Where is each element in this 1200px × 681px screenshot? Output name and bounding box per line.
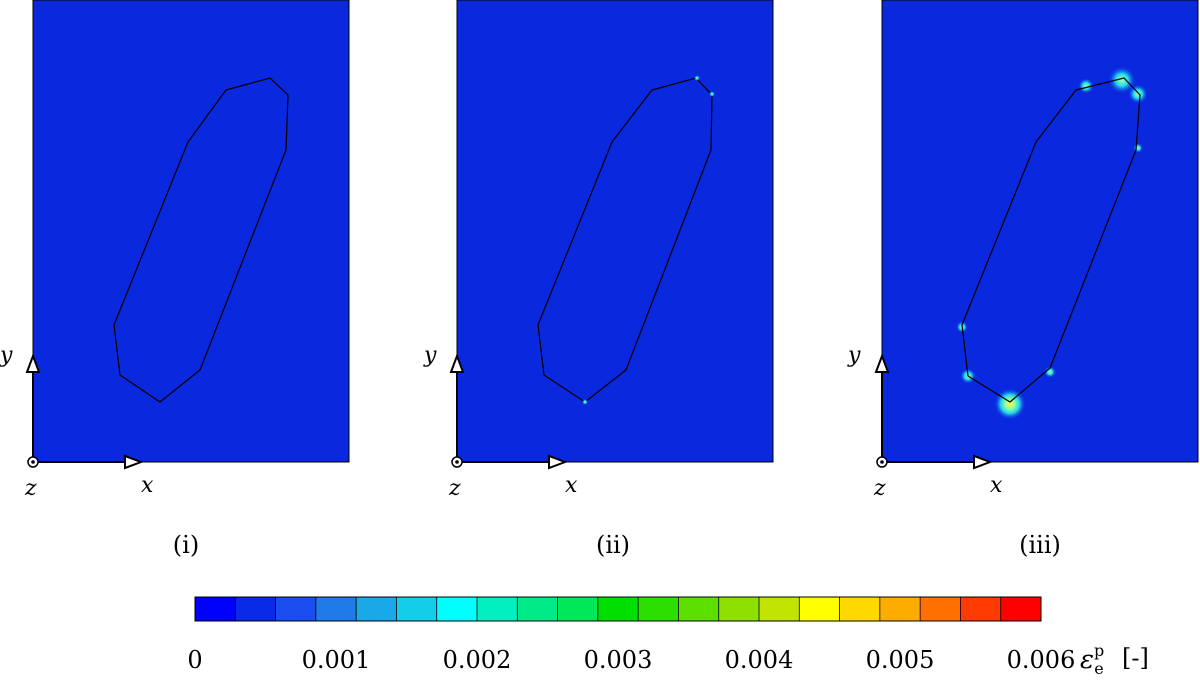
panel-i: y x z (i) bbox=[0, 0, 350, 559]
axis-x-label: x bbox=[141, 473, 154, 498]
axis-x-label: x bbox=[990, 473, 1003, 498]
axis-triad bbox=[874, 353, 993, 470]
colorbar-cell bbox=[759, 597, 800, 621]
colorbar-cell bbox=[477, 597, 518, 621]
inclusion-outline bbox=[113, 77, 289, 403]
axis-y-label: y bbox=[847, 343, 861, 368]
axis-z-label: z bbox=[24, 476, 37, 501]
colorbar: 0 0.001 0.002 0.003 0.004 0.005 0.006 εp e [-] bbox=[187, 596, 1149, 678]
panel-iii: y x z (iii) bbox=[847, 0, 1199, 559]
colorbar-cell bbox=[879, 597, 921, 621]
plastic-spot bbox=[694, 75, 700, 81]
colorbar-tick-label: 0.006 bbox=[1007, 646, 1076, 674]
axis-z-label: z bbox=[873, 476, 886, 501]
colorbar-tick-label: 0.003 bbox=[584, 646, 653, 674]
inclusion-outline bbox=[961, 77, 1141, 403]
colorbar-cell bbox=[799, 597, 841, 621]
colorbar-cell bbox=[960, 597, 1002, 621]
panel-label: (i) bbox=[173, 531, 199, 559]
colorbar-tick-label: 0.001 bbox=[302, 646, 371, 674]
colorbar-cell bbox=[275, 597, 317, 621]
colorbar-tick-label: 0.002 bbox=[443, 646, 512, 674]
colorbar-tick-label: 0.005 bbox=[866, 646, 935, 674]
plastic-spot bbox=[1078, 78, 1094, 94]
colorbar-cell bbox=[557, 597, 599, 621]
colorbar-cell bbox=[356, 597, 397, 621]
colorbar-cell bbox=[678, 597, 720, 621]
axis-x-label: x bbox=[565, 473, 578, 498]
colorbar-tick-label: 0.004 bbox=[725, 646, 794, 674]
plastic-spot bbox=[582, 399, 588, 405]
colorbar-cell bbox=[396, 597, 438, 621]
colorbar-cells bbox=[195, 597, 1042, 621]
plastic-spot bbox=[1108, 66, 1136, 94]
plastic-spot bbox=[994, 388, 1026, 420]
panel-label: (iii) bbox=[1019, 531, 1061, 559]
field-rect bbox=[32, 0, 350, 463]
colorbar-cell bbox=[436, 597, 478, 621]
colorbar-cell bbox=[1000, 597, 1042, 621]
colorbar-unit: [-] bbox=[1122, 644, 1149, 672]
colorbar-cell bbox=[195, 597, 236, 621]
plastic-spot bbox=[1128, 84, 1148, 104]
axis-y-label: y bbox=[423, 343, 437, 368]
axis-triad bbox=[449, 353, 568, 470]
colorbar-cell bbox=[235, 597, 277, 621]
plastic-spot bbox=[709, 91, 715, 97]
colorbar-cell bbox=[638, 597, 679, 621]
colorbar-cell bbox=[839, 597, 881, 621]
colorbar-tick-label: 0 bbox=[187, 646, 202, 674]
colorbar-cell bbox=[517, 597, 559, 621]
colorbar-symbol: εp e bbox=[1080, 641, 1104, 678]
axis-y-label: y bbox=[0, 343, 13, 368]
panel-label: (ii) bbox=[596, 531, 630, 559]
inclusion-outline bbox=[537, 77, 713, 403]
field-rect bbox=[881, 0, 1199, 463]
colorbar-cell bbox=[597, 597, 639, 621]
axis-z-label: z bbox=[448, 476, 461, 501]
panel-ii: y x z (ii) bbox=[423, 0, 774, 559]
colorbar-cell bbox=[920, 597, 961, 621]
axis-triad bbox=[25, 353, 144, 470]
colorbar-ticks: 0 0.001 0.002 0.003 0.004 0.005 0.006 bbox=[187, 646, 1075, 674]
colorbar-cell bbox=[315, 597, 357, 621]
plastic-spot bbox=[1133, 143, 1143, 153]
field-rect bbox=[456, 0, 774, 463]
colorbar-cell bbox=[718, 597, 760, 621]
plastic-spot bbox=[1044, 366, 1056, 378]
colorbar-frame bbox=[194, 596, 1042, 622]
